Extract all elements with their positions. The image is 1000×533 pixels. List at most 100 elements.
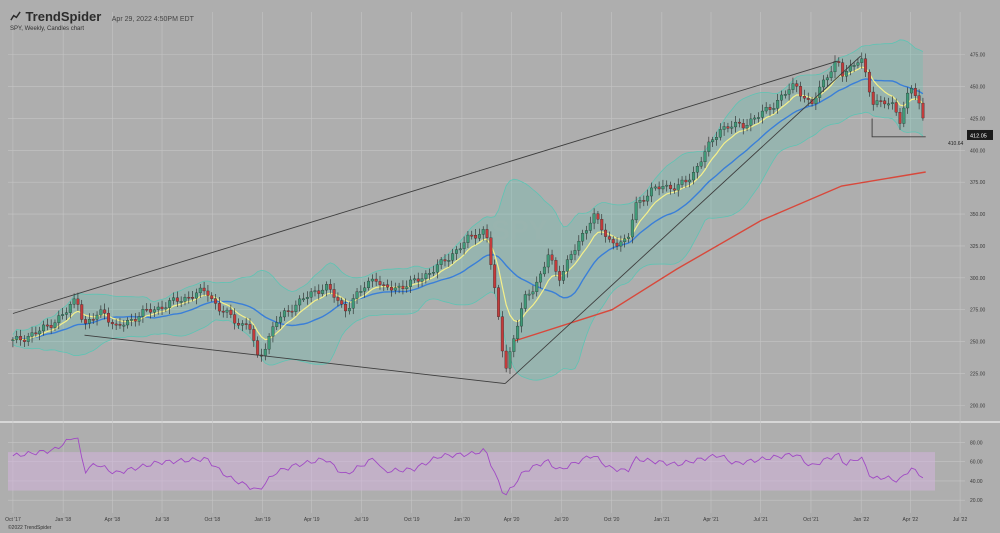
candle [741, 118, 745, 135]
candle [607, 231, 611, 243]
candle [359, 285, 363, 297]
candle [409, 275, 413, 294]
candle-body [129, 319, 133, 321]
candle-body [149, 309, 153, 313]
candle [198, 283, 202, 298]
candle [179, 296, 183, 308]
candle [477, 228, 481, 242]
candle [114, 318, 118, 331]
candle-body [156, 306, 160, 310]
candle [600, 214, 604, 236]
candle [412, 274, 416, 284]
candle-body [864, 58, 868, 73]
candle-body [229, 309, 233, 315]
candle-body [822, 79, 825, 88]
candle-body [726, 126, 730, 129]
candle-body [623, 238, 627, 243]
candle-body [332, 289, 336, 298]
candle-body [646, 195, 650, 202]
candle-body [435, 264, 439, 273]
candle [822, 75, 825, 93]
candle-body [172, 297, 175, 301]
x-tick-label: Apr '19 [304, 517, 320, 523]
candle-body [137, 316, 141, 322]
candle-body [99, 309, 103, 316]
rsi-tick-label: 80.00 [970, 440, 983, 446]
candle-body [420, 278, 424, 282]
candle-body [569, 254, 573, 260]
candle [665, 180, 669, 192]
candle-body [497, 287, 500, 317]
chart-date: Apr 29, 2022 4:50PM EDT [111, 16, 194, 23]
candle-body [546, 254, 550, 268]
candle [707, 136, 711, 157]
candle-body [191, 297, 195, 299]
rsi-line [12, 437, 924, 496]
candle [118, 317, 122, 329]
candle [581, 229, 585, 246]
candle [351, 294, 355, 315]
candle [367, 277, 370, 291]
candle-body [883, 100, 887, 105]
candle [267, 333, 271, 355]
candle [539, 271, 543, 289]
x-tick-label: Apr '18 [104, 517, 120, 523]
candle [355, 287, 359, 304]
candle-body [558, 271, 562, 281]
candle [837, 57, 841, 67]
candle [565, 255, 569, 278]
candle-body [252, 329, 256, 341]
candle-body [787, 89, 791, 95]
candle-body [581, 233, 585, 242]
candle-body [856, 62, 860, 66]
candle [382, 281, 386, 291]
candle-body [783, 94, 787, 96]
candle [604, 223, 608, 243]
candle [439, 256, 443, 270]
candle-body [493, 264, 497, 288]
candle [650, 182, 653, 203]
copyright-text: ©2022 TrendSpider [8, 525, 52, 531]
candle-body [523, 294, 527, 309]
candle-body [175, 297, 179, 302]
candle-body [367, 280, 370, 289]
candle-body [837, 61, 841, 63]
candle-body [795, 83, 799, 87]
candle-body [672, 188, 676, 191]
candle [428, 268, 432, 280]
candle-body [378, 281, 382, 285]
candle-body [393, 287, 397, 291]
x-tick-label: Jan '22 [853, 517, 869, 523]
candle [508, 347, 512, 374]
candle-body [141, 308, 145, 317]
candle-body [271, 326, 275, 337]
candle-body [554, 260, 558, 272]
candle [623, 234, 627, 248]
candle [68, 301, 72, 319]
candle [516, 320, 520, 343]
candle [91, 313, 95, 324]
candle [168, 297, 172, 315]
candle-body [776, 100, 780, 109]
x-tick-label: Oct '21 [803, 517, 819, 523]
candle [57, 310, 61, 330]
x-tick-label: Apr '20 [504, 517, 520, 523]
candle [921, 97, 925, 121]
candle-body [879, 100, 883, 102]
candle-body [734, 121, 738, 128]
candle-body [661, 186, 665, 190]
candle [760, 104, 764, 124]
candle [451, 248, 455, 264]
candle-body [49, 325, 53, 328]
candle [76, 292, 80, 311]
candle-body [562, 271, 565, 281]
candle [531, 285, 535, 300]
candle-body [818, 86, 822, 98]
candle-body [290, 310, 294, 313]
candle [187, 291, 191, 304]
candle-body [653, 186, 657, 189]
sma-mid-line [12, 78, 924, 341]
candle-body [91, 319, 95, 321]
candle [363, 281, 367, 298]
candle-body [489, 237, 493, 265]
